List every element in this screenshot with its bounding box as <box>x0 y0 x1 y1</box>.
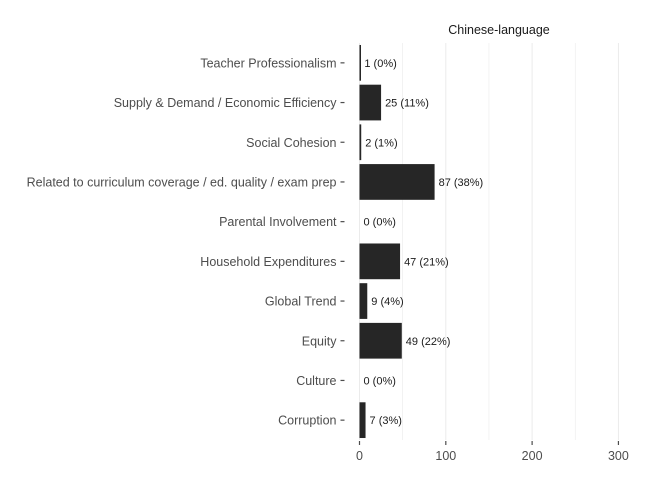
bar <box>359 402 366 439</box>
data-label: 25 (11%) <box>385 98 429 110</box>
bar <box>359 243 401 280</box>
data-label: 87 (38%) <box>439 177 484 189</box>
category-label: Corruption <box>278 414 336 428</box>
grid-lines <box>359 43 619 440</box>
category-label: Household Expenditures <box>200 255 336 269</box>
bar <box>359 322 402 359</box>
bar <box>359 44 361 81</box>
data-label: 49 (22%) <box>406 336 451 348</box>
data-label: 1 (0%) <box>364 58 396 70</box>
category-label: Parental Involvement <box>219 215 337 229</box>
category-label: Global Trend <box>265 295 337 309</box>
x-tick-label: 0 <box>356 449 363 463</box>
bar <box>359 84 382 121</box>
data-label: 0 (0%) <box>364 217 396 229</box>
category-label: Supply & Demand / Economic Efficiency <box>114 96 338 110</box>
data-label: 0 (0%) <box>364 375 396 387</box>
data-label: 9 (4%) <box>371 296 403 308</box>
category-label: Teacher Professionalism <box>200 56 336 70</box>
category-label: Equity <box>302 334 337 348</box>
data-label: 7 (3%) <box>370 415 402 427</box>
facet-title: Chinese-language <box>448 23 550 37</box>
x-axis-ticks: 0 100 200 300 <box>356 441 629 463</box>
x-tick-label: 300 <box>608 449 629 463</box>
data-labels: 1 (0%) 25 (11%) 2 (1%) 87 (38%) 0 (0%) 47 (21… <box>364 58 484 427</box>
bar <box>359 124 362 161</box>
bar <box>359 164 435 200</box>
category-label: Social Cohesion <box>246 136 336 150</box>
bar <box>359 283 368 319</box>
data-label: 47 (21%) <box>404 256 449 268</box>
bars <box>359 44 435 439</box>
category-label: Related to curriculum coverage / ed. qua… <box>27 175 337 189</box>
x-tick-label: 100 <box>435 449 456 463</box>
category-label: Culture <box>296 374 336 388</box>
data-label: 2 (1%) <box>365 137 397 149</box>
category-labels: Teacher Professionalism Supply & Demand /… <box>27 56 345 428</box>
x-tick-label: 200 <box>522 449 543 463</box>
